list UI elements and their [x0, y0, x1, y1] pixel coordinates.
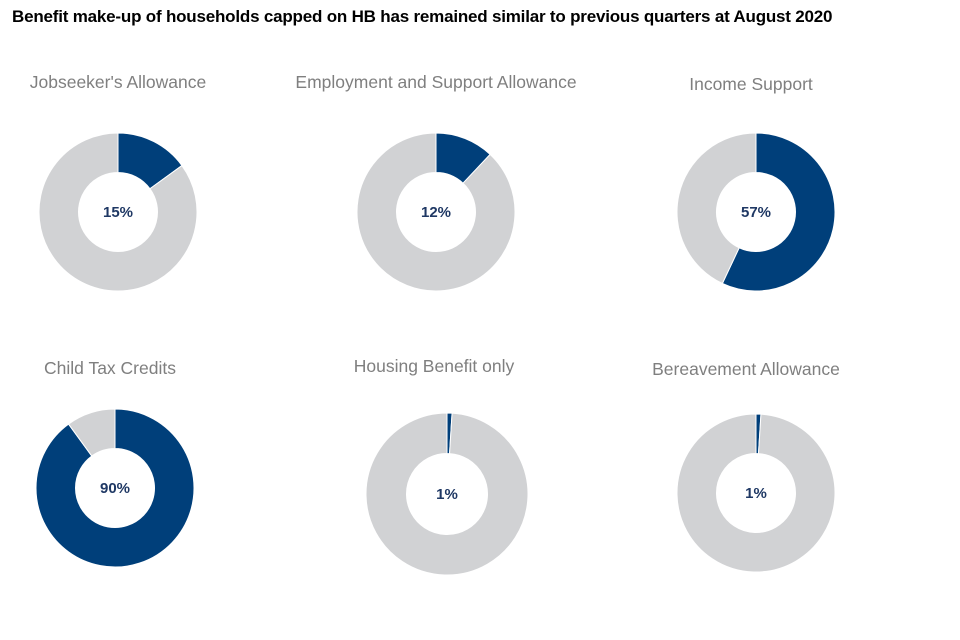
donut-slice-remainder [365, 412, 529, 576]
donut-data-label: 12% [421, 204, 451, 221]
donut-panel-jobseekers-allowance: Jobseeker's Allowance 15% [0, 62, 268, 352]
donut-slice-remainder [676, 413, 836, 573]
donut-data-label: 90% [100, 480, 130, 497]
donut-chart: 57% [676, 132, 836, 292]
donut-panel-housing-benefit-only: Housing Benefit only 1% [284, 348, 584, 638]
donut-data-label: 15% [103, 204, 133, 221]
donut-slice-remainder [67, 408, 116, 457]
donut-slice-remainder [356, 132, 516, 292]
donut-data-label: 57% [741, 204, 771, 221]
donut-title: Income Support [689, 74, 813, 94]
donut-panel-employment-support-allowance: Employment and Support Allowance 12% [286, 62, 586, 352]
donut-title: Housing Benefit only [353, 356, 515, 376]
donut-panel-income-support: Income Support 57% [601, 62, 901, 352]
donut-title: Employment and Support Allowance [295, 72, 577, 92]
donut-slice-remainder [38, 132, 198, 292]
donut-chart: 90% [35, 408, 195, 568]
donut-chart: 1% [365, 412, 529, 576]
donut-data-label: 1% [745, 485, 767, 502]
donut-panel-child-tax-credits: Child Tax Credits 90% [0, 348, 260, 638]
donut-panel-bereavement-allowance: Bereavement Allowance 1% [596, 348, 896, 638]
donut-slice-highlight [721, 132, 836, 292]
donut-title: Jobseeker's Allowance [29, 72, 207, 92]
donut-slice-remainder [676, 132, 757, 285]
donut-chart: 12% [356, 132, 516, 292]
donut-data-label: 1% [436, 486, 458, 503]
donut-slice-highlight [35, 408, 195, 568]
donut-title: Bereavement Allowance [652, 359, 840, 379]
chart-main-title: Benefit make-up of households capped on … [12, 7, 833, 26]
donut-chart: 15% [38, 132, 198, 292]
donut-title: Child Tax Credits [44, 358, 176, 378]
donut-chart: 1% [676, 413, 836, 573]
